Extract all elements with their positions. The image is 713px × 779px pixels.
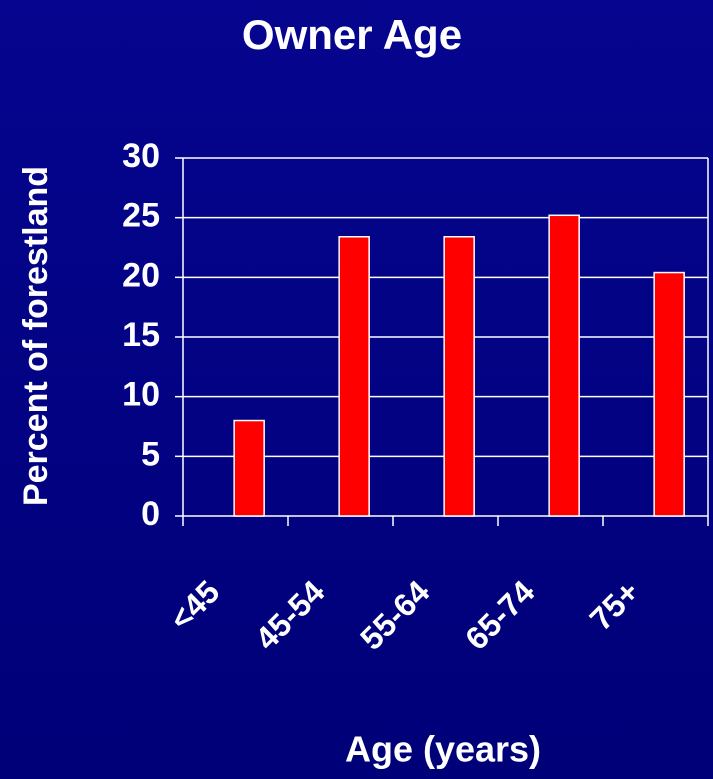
- bar: [443, 236, 475, 517]
- y-axis-label: Percent of forestland: [17, 166, 55, 506]
- y-tick-label: 20: [122, 256, 160, 294]
- y-tick-label: 30: [122, 137, 160, 175]
- y-tick-label: 10: [122, 376, 160, 414]
- bar: [548, 214, 580, 517]
- y-tick-label: 25: [122, 197, 160, 235]
- y-tick-label: 15: [122, 316, 160, 354]
- bar: [653, 271, 685, 517]
- bar: [233, 419, 265, 517]
- y-tick-label: 0: [141, 495, 160, 533]
- bar: [338, 236, 370, 517]
- chart-title: Owner Age: [242, 11, 462, 58]
- y-tick-label: 5: [141, 435, 160, 473]
- x-axis-label: Age (years): [345, 729, 541, 770]
